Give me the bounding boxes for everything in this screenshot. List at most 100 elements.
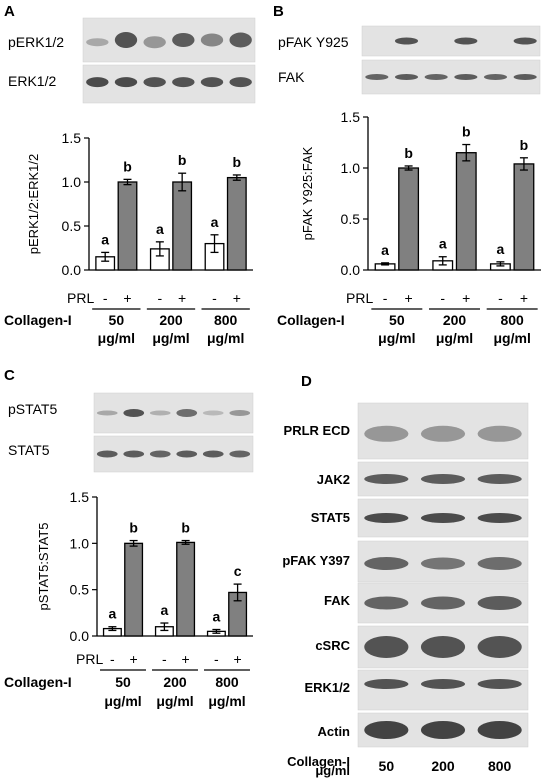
blot-background [361, 25, 541, 57]
unit-label: μg/ml [436, 330, 473, 346]
blot-label: JAK2 [317, 472, 350, 487]
unit-label: μg/ml [98, 330, 135, 346]
collagen-label: Collagen-I [4, 674, 72, 690]
significance-letter: a [108, 606, 116, 622]
blot-image [82, 17, 256, 63]
blot-band [202, 450, 224, 458]
blot-band [424, 74, 448, 80]
collagen-label: Collagen-I [287, 754, 350, 769]
blot-label: Actin [318, 724, 351, 739]
blot-band [200, 77, 224, 88]
blot-band [364, 474, 409, 484]
blot-band [123, 409, 145, 417]
blot-band [200, 33, 224, 47]
panel-letter: B [273, 3, 284, 20]
bar [176, 541, 196, 637]
blot-image [357, 540, 529, 583]
blot-band [364, 513, 409, 523]
bar [124, 542, 144, 637]
blot-band [477, 474, 522, 484]
blot-band [420, 636, 466, 658]
prl-sign: - [158, 290, 163, 306]
prl-sign: + [233, 290, 241, 306]
blot-label: FAK [278, 69, 305, 85]
blot-label: pERK1/2 [8, 34, 64, 50]
bar [398, 167, 420, 271]
blot-band [86, 77, 109, 88]
blot-band [394, 37, 419, 45]
blot-band [477, 721, 522, 739]
significance-letter: a [156, 221, 164, 237]
bar [117, 181, 138, 271]
blot-band [364, 636, 409, 658]
significance-letter: b [181, 520, 190, 536]
prl-sign: + [130, 651, 138, 667]
bar [226, 176, 247, 271]
y-tick-label: 1.5 [341, 109, 361, 125]
blot-band [229, 32, 252, 48]
blot-label: FAK [324, 593, 351, 608]
blot-band [477, 425, 522, 442]
blot-label: PRLR ECD [284, 423, 350, 438]
blot-band [454, 74, 478, 80]
blot-band [143, 36, 166, 49]
blot-band [364, 596, 409, 610]
concentration-label: 50 [115, 674, 131, 690]
unit-label: μg/ml [152, 330, 189, 346]
blot-band [454, 37, 478, 45]
blot-image [357, 402, 529, 460]
blot-label: pFAK Y397 [282, 553, 350, 568]
y-axis-label: pERK1/2:ERK1/2 [26, 154, 41, 254]
blot-band [172, 77, 195, 88]
blot-image [357, 712, 529, 748]
bar-chart: 0.0 0.5 1.0 1.5 pERK1/2:ERK1/2 a b a b a b [26, 130, 253, 278]
concentration-label: 800 [500, 312, 524, 328]
prl-sign: - [498, 290, 503, 306]
blot-label: ERK1/2 [8, 73, 56, 89]
blot-image [357, 625, 529, 669]
blot-background [361, 59, 541, 95]
significance-letter: c [234, 563, 242, 579]
blot-image [93, 392, 254, 434]
bar [513, 163, 535, 271]
blot-label: pFAK Y925 [278, 34, 349, 50]
significance-letter: b [129, 520, 138, 536]
blot-band [513, 37, 537, 45]
bar [455, 152, 477, 271]
blot-band [86, 38, 109, 47]
significance-letter: b [123, 158, 132, 174]
y-tick-label: 1.5 [62, 130, 82, 146]
panel-letter: A [4, 3, 15, 20]
panel-letter: D [301, 373, 312, 390]
concentration-label: 50 [379, 758, 395, 774]
unit-label: μg/ml [207, 330, 244, 346]
unit-label: μg/ml [156, 693, 193, 709]
prl-label: PRL [76, 651, 103, 667]
unit-label: μg/ml [315, 763, 350, 778]
concentration-label: 200 [159, 312, 183, 328]
collagen-label: Collagen-I [4, 312, 72, 328]
concentration-label: 200 [163, 674, 187, 690]
concentration-label: 800 [488, 758, 512, 774]
blot-background [357, 669, 529, 711]
blot-band [364, 425, 409, 442]
bar-chart: 0.0 0.5 1.0 1.5 pFAK Y925:FAK a b a b a b [300, 109, 541, 278]
prl-sign: - [383, 290, 388, 306]
significance-letter: b [462, 124, 471, 140]
blot-band [176, 450, 198, 458]
prl-sign: + [520, 290, 528, 306]
blot-band [114, 32, 138, 48]
blot-band [149, 410, 171, 416]
blot-image [357, 461, 529, 497]
unit-label: μg/ml [104, 693, 141, 709]
concentration-label: 800 [214, 312, 238, 328]
significance-letter: a [211, 214, 219, 230]
blot-band [420, 679, 466, 689]
blot-band [143, 77, 166, 88]
significance-letter: a [160, 602, 168, 618]
y-tick-label: 0.0 [70, 628, 90, 644]
prl-label: PRL [67, 290, 94, 306]
concentration-label: 50 [109, 312, 125, 328]
